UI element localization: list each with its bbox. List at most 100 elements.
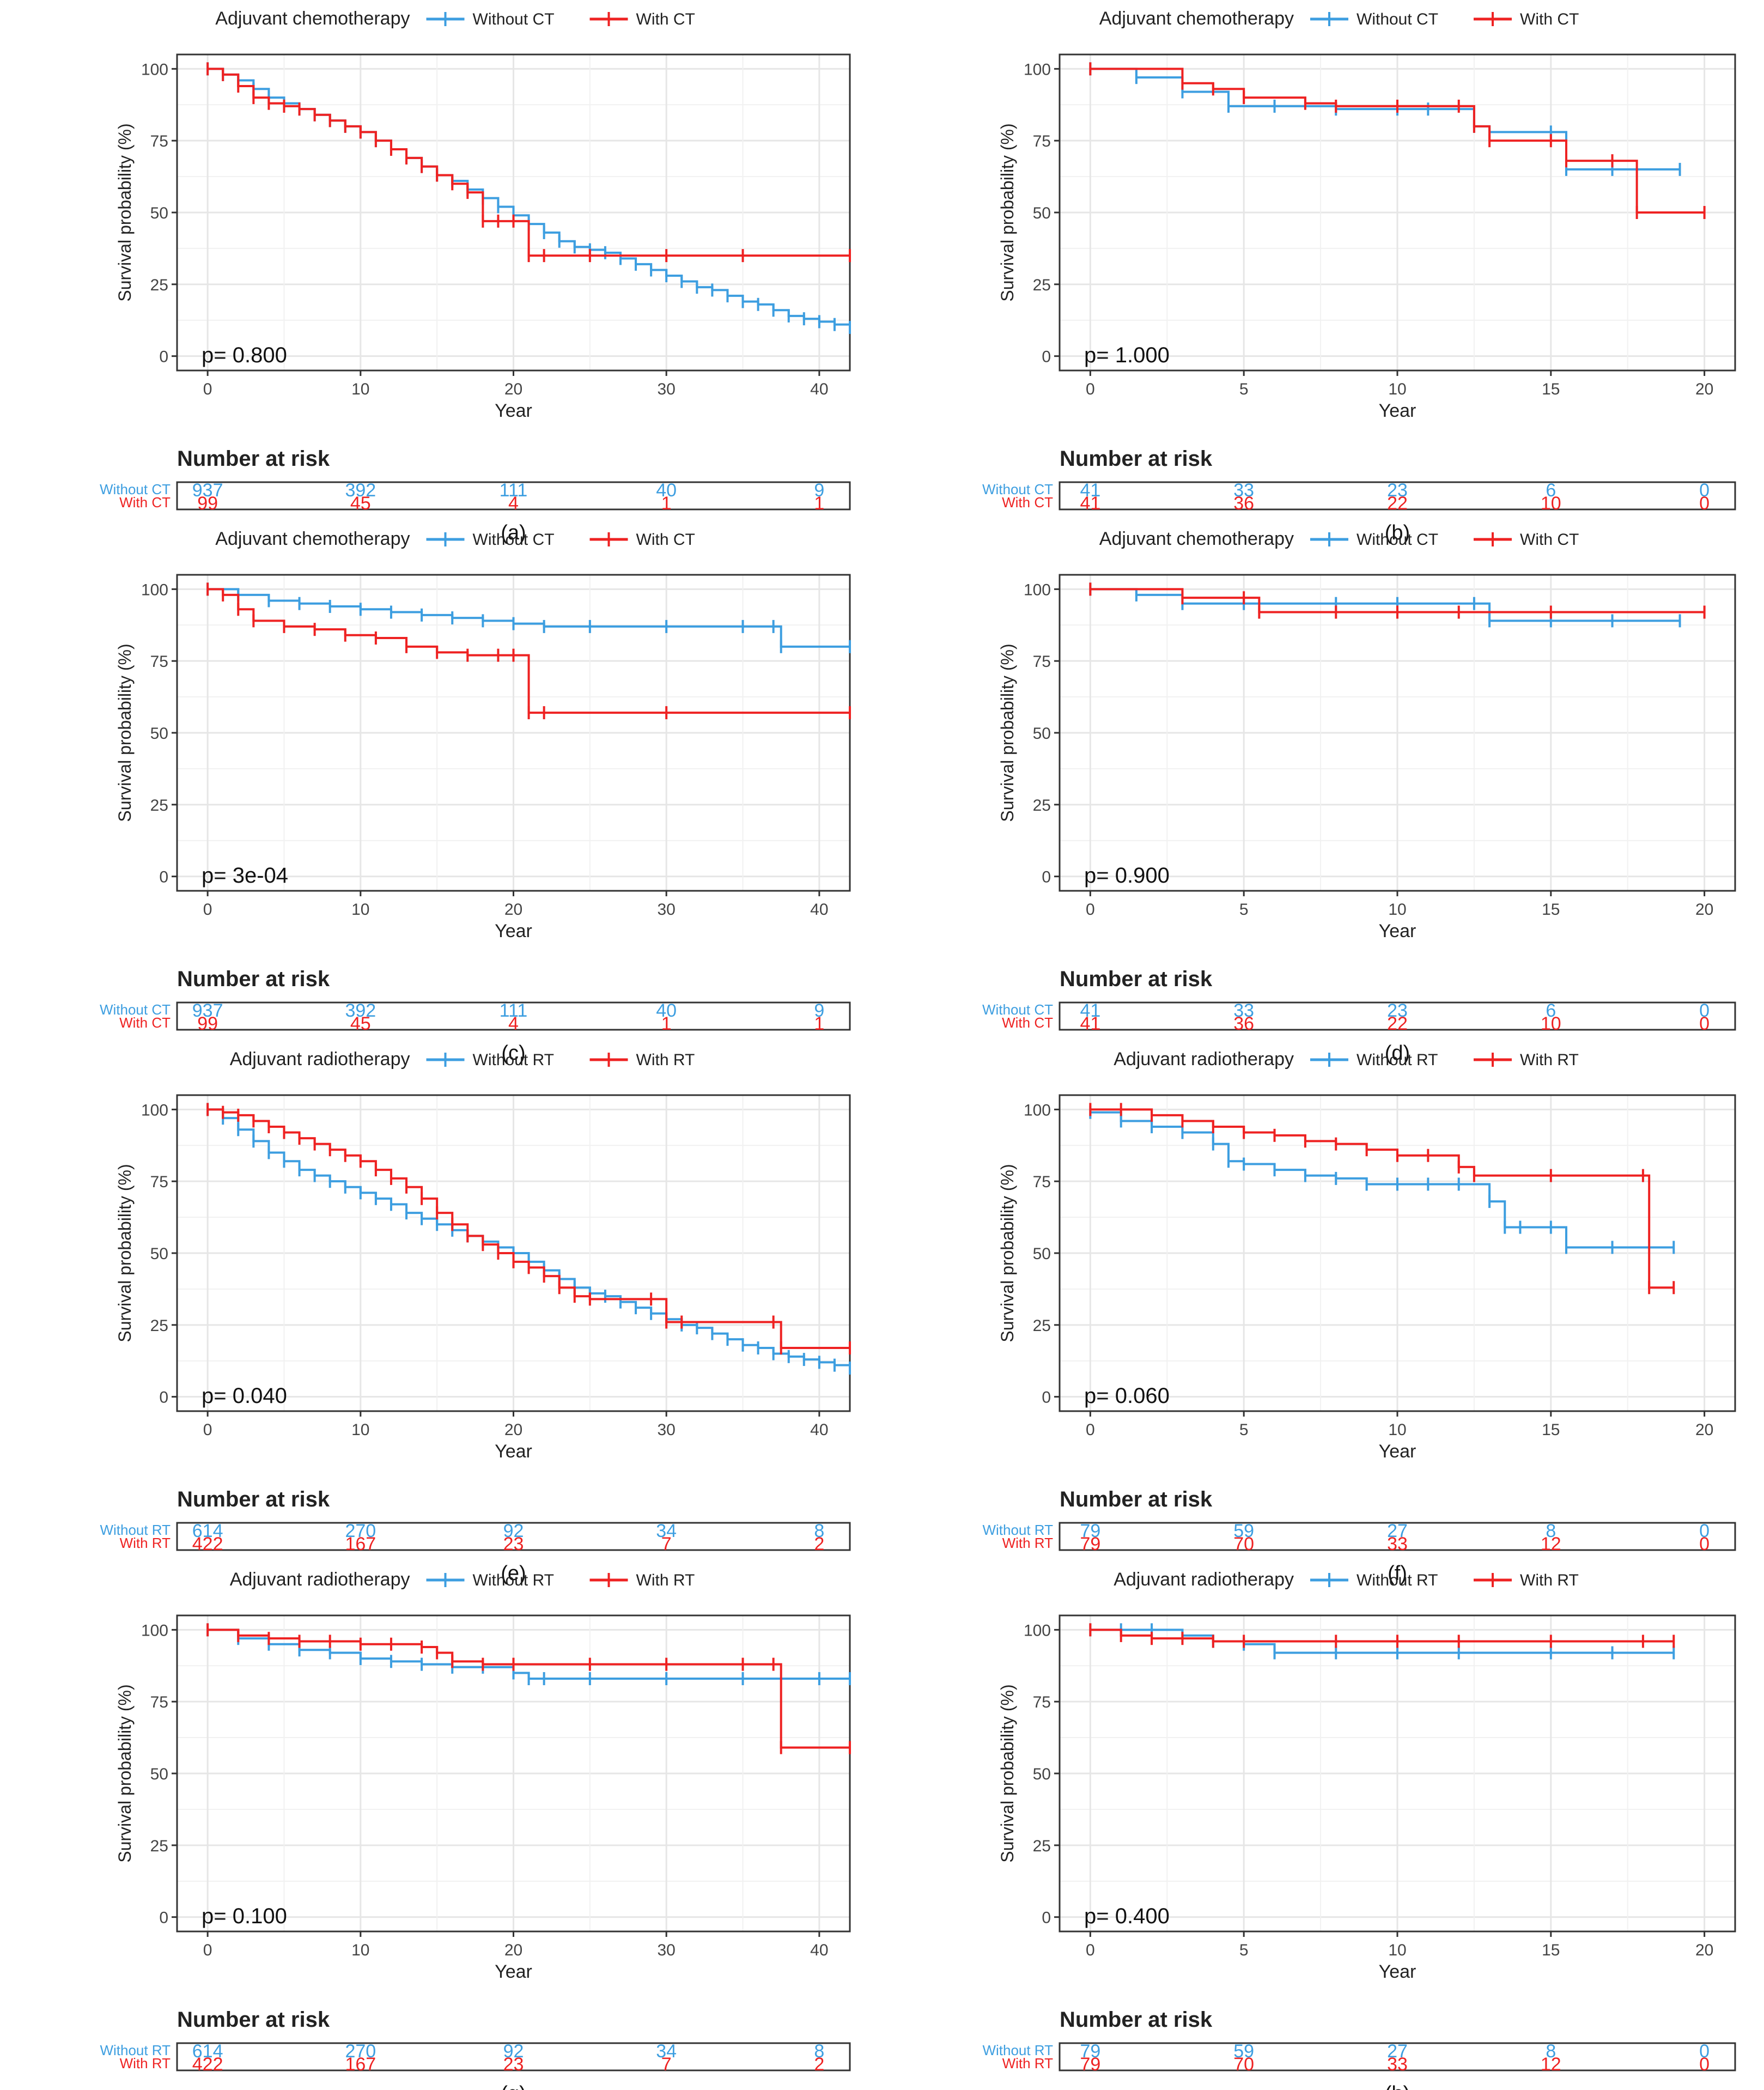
y-tick-label: 50 [150, 1765, 168, 1783]
panel-caption: (e) [501, 1562, 526, 1585]
y-tick-label: 100 [141, 1621, 168, 1639]
y-tick-label: 0 [159, 868, 168, 886]
legend-label-with: With CT [1520, 10, 1579, 28]
panel-a: Adjuvant chemotherapy Without CT With CT02… [100, 8, 851, 544]
x-axis-label: Year [1379, 1961, 1416, 1982]
x-axis-label: Year [495, 921, 532, 941]
risk-value: 1 [661, 493, 672, 514]
y-tick-label: 0 [159, 348, 168, 366]
risk-row-label-without: Without RT [100, 1522, 171, 1538]
risk-value: 22 [1387, 1013, 1408, 1034]
y-tick-label: 75 [1033, 1693, 1051, 1711]
risk-value: 7 [661, 2054, 672, 2075]
risk-value: 79 [1080, 2041, 1100, 2062]
panel-caption: (d) [1385, 1042, 1410, 1065]
x-tick-label: 30 [657, 1421, 675, 1439]
km-curve-with [1090, 1108, 1674, 1289]
y-tick-label: 50 [1033, 1245, 1051, 1263]
risk-value: 23 [1387, 1000, 1408, 1021]
panel-caption: (g) [501, 2082, 526, 2090]
risk-value: 45 [350, 493, 371, 514]
risk-value: 2 [814, 2054, 824, 2075]
y-tick-label: 100 [1024, 1101, 1051, 1119]
risk-value: 33 [1387, 1534, 1408, 1554]
x-tick-label: 0 [1086, 901, 1095, 919]
risk-value: 0 [1699, 2041, 1710, 2062]
x-tick-label: 10 [1388, 1421, 1406, 1439]
risk-value: 12 [1541, 2054, 1561, 2075]
x-tick-label: 0 [1086, 380, 1095, 398]
panel-b: Adjuvant chemotherapy Without CT With CT02… [982, 8, 1736, 544]
risk-value: 40 [656, 480, 677, 501]
risk-value: 0 [1699, 480, 1710, 501]
risk-value: 614 [192, 1521, 223, 1541]
y-tick-label: 25 [1033, 276, 1051, 294]
y-tick-label: 75 [150, 1693, 168, 1711]
risk-table-frame [1059, 1522, 1736, 1551]
risk-value: 8 [1546, 1521, 1556, 1541]
x-tick-label: 20 [1695, 380, 1713, 398]
risk-table-frame [176, 2042, 851, 2071]
y-tick-label: 0 [159, 1909, 168, 1927]
x-tick-label: 20 [504, 380, 522, 398]
risk-value: 33 [1233, 1000, 1254, 1021]
x-tick-label: 40 [810, 1421, 828, 1439]
risk-value: 10 [1541, 493, 1561, 514]
y-tick-label: 0 [1042, 348, 1051, 366]
risk-value: 79 [1080, 1534, 1100, 1554]
km-curve-without [208, 588, 850, 648]
risk-row-label-with: With RT [1002, 2055, 1054, 2071]
risk-value: 22 [1387, 493, 1408, 514]
y-tick-label: 100 [141, 1101, 168, 1119]
risk-value: 0 [1699, 2054, 1710, 2075]
p-value: p= 0.800 [202, 343, 287, 367]
risk-value: 41 [1080, 480, 1100, 501]
risk-row-label-without: Without RT [982, 2042, 1053, 2058]
risk-value: 0 [1699, 1013, 1710, 1034]
risk-value: 8 [814, 1521, 824, 1541]
risk-row-label-without: Without RT [982, 1522, 1053, 1538]
risk-value: 23 [503, 2054, 524, 2075]
km-curve-without [1090, 1111, 1674, 1249]
y-tick-label: 75 [150, 653, 168, 671]
risk-value: 4 [508, 1013, 519, 1034]
km-curve-with [208, 588, 850, 714]
x-tick-label: 10 [351, 1941, 369, 1959]
y-tick-label: 50 [150, 204, 168, 222]
km-curve-without [208, 1629, 850, 1680]
risk-value: 33 [1233, 480, 1254, 501]
panel-caption: (a) [501, 521, 526, 544]
risk-row-label-with: With RT [120, 2055, 171, 2071]
risk-row-label-without: Without CT [982, 481, 1053, 497]
risk-value: 59 [1233, 1521, 1254, 1541]
km-curve-with [1090, 1629, 1674, 1643]
risk-value: 23 [1387, 480, 1408, 501]
y-tick-label: 75 [1033, 653, 1051, 671]
risk-table-title: Number at risk [1060, 447, 1213, 471]
x-tick-label: 15 [1542, 901, 1560, 919]
x-tick-label: 5 [1239, 1421, 1249, 1439]
risk-table-frame [1059, 481, 1736, 511]
x-tick-label: 0 [203, 1421, 212, 1439]
y-tick-label: 50 [150, 725, 168, 743]
y-axis-label: Survival probability (%) [997, 1164, 1017, 1342]
risk-value: 27 [1387, 1521, 1408, 1541]
y-axis-label: Survival probability (%) [115, 1164, 135, 1342]
y-tick-label: 50 [1033, 1765, 1051, 1783]
legend-label-without: Without CT [1357, 10, 1438, 28]
legend-label-with: With RT [1520, 1571, 1579, 1589]
x-tick-label: 40 [810, 380, 828, 398]
risk-value: 12 [1541, 1534, 1561, 1554]
legend-label-without: Without CT [1357, 531, 1438, 549]
x-tick-label: 10 [351, 1421, 369, 1439]
x-tick-label: 0 [1086, 1941, 1095, 1959]
legend-title: Adjuvant chemotherapy [215, 8, 410, 29]
panel-caption: (c) [501, 1042, 525, 1065]
risk-value: 8 [1546, 2041, 1556, 2062]
km-curve-with [208, 1629, 850, 1749]
risk-value: 0 [1699, 1000, 1710, 1021]
y-tick-label: 100 [141, 60, 168, 78]
risk-value: 34 [656, 2041, 677, 2062]
panel-caption: (h) [1385, 2082, 1410, 2090]
